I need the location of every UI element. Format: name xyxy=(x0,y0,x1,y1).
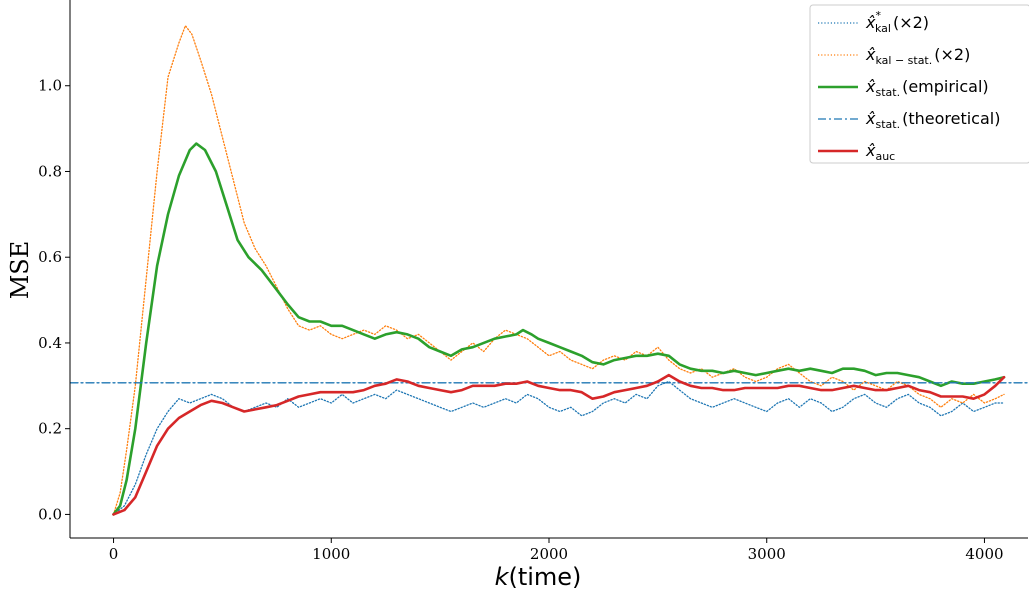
legend-symbol: x̂ xyxy=(865,77,876,96)
series-line-5 xyxy=(112,373,1006,516)
legend-suffix: (theoretical) xyxy=(902,109,1000,128)
legend-symbol: x̂ xyxy=(865,13,876,32)
legend-subscript: auc xyxy=(875,150,895,163)
x-axis-label-rest: (time) xyxy=(508,563,581,591)
x-tick-label: 4000 xyxy=(965,545,1003,563)
legend-symbol: x̂ xyxy=(865,141,876,160)
y-tick-label: 0.2 xyxy=(38,420,62,438)
legend-suffix: (empirical) xyxy=(902,77,989,96)
legend-label-5: x̂auc xyxy=(865,141,895,163)
legend-subscript: kal xyxy=(875,22,891,35)
legend-suffix: (×2) xyxy=(893,13,929,32)
legend-label-1: x̂* kal (×2) xyxy=(865,9,929,35)
series-line-3 xyxy=(112,142,1006,516)
legend-superscript: * xyxy=(875,9,881,22)
x-tick-label: 1000 xyxy=(312,545,350,563)
x-axis-label: k(time) xyxy=(495,563,582,591)
y-tick-label: 1.0 xyxy=(38,77,62,95)
legend-subscript: stat. xyxy=(875,118,900,131)
y-tick-label: 0.0 xyxy=(38,505,62,523)
x-axis-label-italic: k xyxy=(495,563,510,591)
legend-label-3: x̂stat. (empirical) xyxy=(865,77,989,99)
legend-subscript: stat. xyxy=(875,86,900,99)
series-layer xyxy=(70,25,1028,516)
ticks-layer: 0 1000 2000 3000 4000 0.0 0.2 0.4 0.6 0.8 1.0 xyxy=(38,77,1003,563)
series-line-1 xyxy=(112,380,1005,516)
legend-subscript: kal − stat. xyxy=(875,54,932,67)
y-tick-label: 0.8 xyxy=(38,162,62,180)
x-tick-label: 2000 xyxy=(530,545,568,563)
x-tick-label: 0 xyxy=(109,545,119,563)
legend-suffix: (×2) xyxy=(934,45,970,64)
legend-symbol: x̂ xyxy=(865,109,876,128)
x-tick-label: 3000 xyxy=(748,545,786,563)
legend-frame xyxy=(809,4,1029,164)
y-axis-label: MSE xyxy=(6,241,34,300)
y-tick-label: 0.4 xyxy=(38,334,62,352)
legend-symbol: x̂ xyxy=(865,45,876,64)
series-line-2 xyxy=(112,25,1005,516)
y-tick-label: 0.6 xyxy=(38,248,62,266)
legend-label-2: x̂kal − stat. (×2) xyxy=(865,45,970,67)
legend: x̂* kal (×2)x̂kal − stat. (×2)x̂stat. (empir… xyxy=(809,4,1029,164)
legend-label-4: x̂stat. (theoretical) xyxy=(865,109,1000,131)
